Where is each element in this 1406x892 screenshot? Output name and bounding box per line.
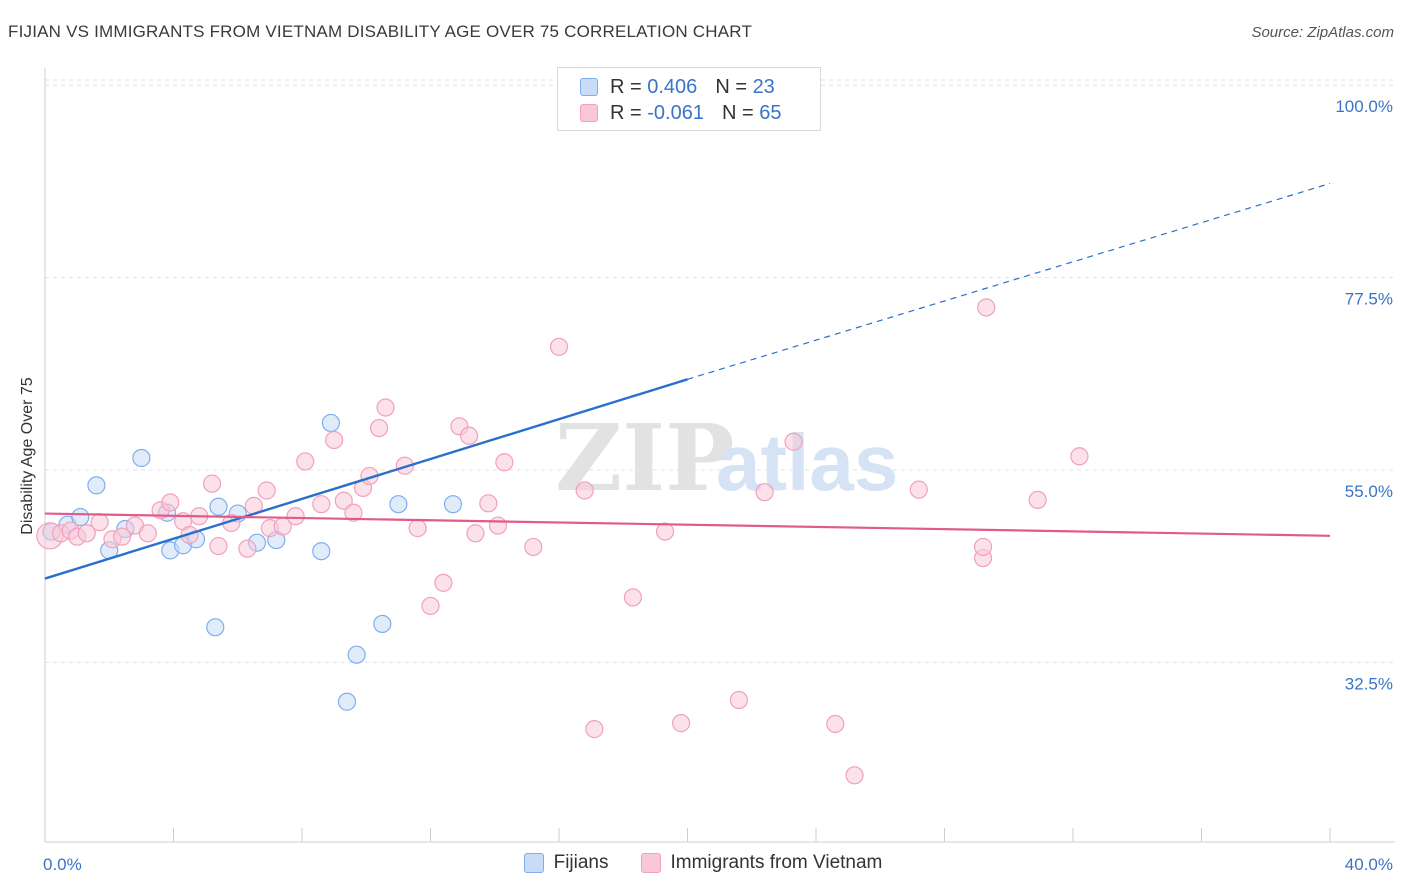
trend-lines [44, 182, 1331, 580]
vietnam-point [755, 483, 774, 502]
x-tick-label-end: 40.0% [1345, 855, 1393, 874]
fijians-swatch [580, 78, 598, 96]
vietnam-point [325, 430, 344, 450]
legend-r-value: 0.406 [647, 75, 698, 98]
legend-n-value: 65 [759, 101, 782, 124]
vietnam-point [312, 495, 331, 514]
legend-label-fijians: Fijians [553, 852, 609, 873]
legend-n-value: 23 [752, 75, 775, 98]
vietnam-point [655, 522, 675, 541]
vietnam-point [286, 507, 305, 526]
legend-item-fijians: Fijians [523, 852, 609, 874]
vietnam-point [575, 481, 594, 500]
legend-r-label: R = [610, 75, 642, 98]
watermark-atlas: atlas [716, 418, 898, 507]
vietnam-point [977, 298, 996, 317]
vietnam-legend-swatch [640, 853, 661, 873]
fijians-point [443, 495, 463, 514]
fijians-point [321, 413, 341, 433]
vietnam-point [370, 418, 389, 438]
vietnam-point [1028, 490, 1047, 510]
legend-r-label: R = [610, 101, 642, 124]
legend-n-label: N = [721, 101, 754, 124]
vietnam-point [585, 720, 604, 739]
vietnam-point [344, 503, 363, 522]
tick-labels: 32.5% 55.0% 77.5% 100.0% 0.0% 40.0% [43, 97, 1393, 874]
vietnam-point [973, 537, 993, 557]
vietnam-point [238, 539, 257, 558]
chart-title: FIJIAN VS IMMIGRANTS FROM VIETNAM DISABI… [8, 22, 753, 41]
vietnam-point [466, 524, 485, 543]
x-tick-label-start: 0.0% [43, 855, 82, 874]
vietnam-point [434, 573, 453, 592]
vietnam-point [488, 516, 508, 535]
vietnam-point [296, 452, 315, 471]
vietnam-point [421, 596, 440, 616]
vietnam-point [376, 398, 395, 417]
vietnam-point [408, 519, 427, 538]
vietnam-point [459, 426, 479, 445]
vietnam-point [549, 337, 569, 356]
fijians-point [206, 618, 225, 637]
vietnam-point [112, 527, 132, 546]
legend-item-vietnam: Immigrants from Vietnam [640, 852, 883, 874]
vietnam-point [257, 481, 276, 500]
vietnam-point [479, 494, 498, 513]
y-tick-label: 100.0% [1335, 97, 1393, 116]
vietnam-point [671, 714, 691, 733]
vietnam-point [395, 456, 414, 475]
fijians-point [312, 542, 331, 561]
vietnam-point [77, 524, 96, 543]
legend-row-fijians: R = 0.406 N = 23 [580, 75, 775, 99]
vietnam-point [161, 493, 180, 512]
vietnam-point [729, 690, 749, 710]
vietnam-point [623, 588, 642, 607]
chart-source: Source: ZipAtlas.com [1251, 24, 1394, 41]
vietnam-point [495, 453, 514, 472]
fijians-point [209, 497, 228, 516]
y-tick-label: 55.0% [1345, 482, 1393, 501]
vietnam-point [909, 480, 928, 499]
vietnam-trend-line [44, 512, 1331, 537]
vietnam-point [1070, 447, 1089, 466]
fijians-legend-swatch [523, 853, 544, 873]
vietnam-point [845, 766, 864, 785]
legend-row-vietnam: R = -0.061 N = 65 [580, 101, 781, 125]
fijians-trend-line [44, 378, 688, 580]
y-tick-label: 32.5% [1345, 674, 1393, 693]
vietnam-points [36, 298, 1089, 785]
correlation-legend: R = 0.406 N = 23 R = -0.061 N = 65 [557, 67, 821, 131]
vietnam-swatch [580, 104, 598, 122]
fijians-point [389, 495, 408, 514]
fijians-point [132, 448, 151, 468]
fijians-point [373, 614, 392, 634]
vietnam-point [334, 491, 353, 510]
legend-n-label: N = [715, 75, 747, 98]
grid-lines [45, 79, 1395, 663]
fijians-point [337, 692, 357, 711]
y-tick-label: 77.5% [1345, 290, 1393, 309]
legend-label-vietnam: Immigrants from Vietnam [670, 852, 883, 873]
legend-r-value: -0.061 [647, 101, 704, 124]
fijians-point [87, 476, 106, 495]
vietnam-point [784, 432, 803, 451]
axes [44, 68, 1395, 843]
fijians-trend-extension [687, 182, 1331, 380]
fijians-points [42, 413, 463, 711]
vietnam-point [90, 513, 109, 532]
vietnam-point [138, 524, 157, 543]
vietnam-point [202, 474, 222, 493]
vietnam-point [524, 537, 543, 557]
fijians-point [71, 507, 90, 527]
vietnam-point [826, 714, 845, 734]
series-legend: Fijians Immigrants from Vietnam [0, 852, 1406, 874]
fijians-point [347, 645, 366, 664]
vietnam-point [209, 536, 228, 556]
